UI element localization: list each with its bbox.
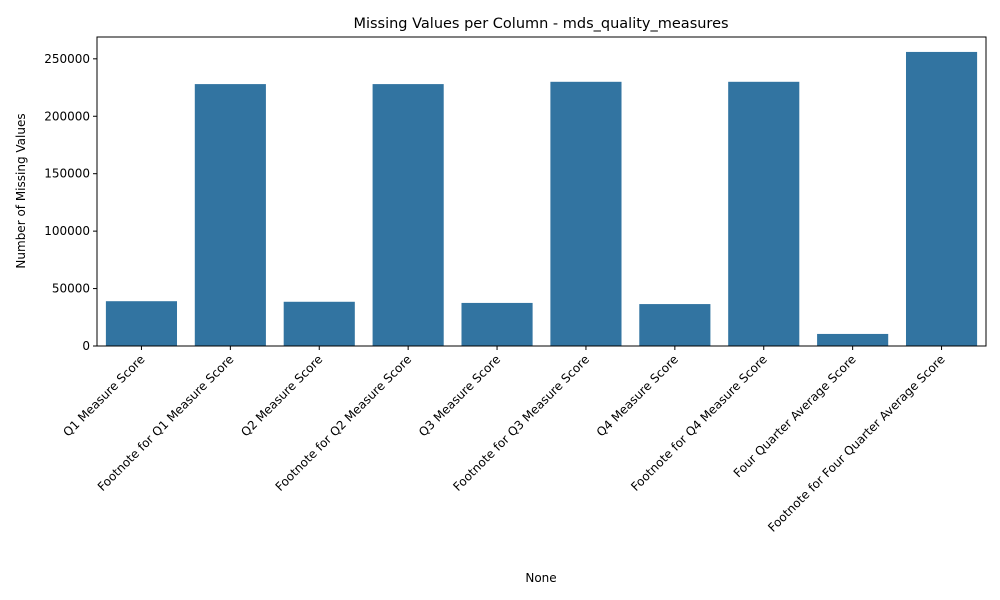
bar-10 <box>905 51 978 347</box>
y-tick-label-6: 250000 <box>44 52 90 66</box>
y-tick-label-4: 150000 <box>44 167 90 181</box>
x-axis-label: None <box>525 571 556 585</box>
y-tick-label-3: 100000 <box>44 224 90 238</box>
bar-9 <box>817 333 889 346</box>
x-tick-label-7: Q4 Measure Score <box>594 352 681 439</box>
y-axis: 0 50000 100000 150000 200000 250000 <box>44 52 97 353</box>
x-tick-label-3: Q2 Measure Score <box>238 352 325 439</box>
y-tick-label-1: 0 <box>82 339 90 353</box>
bar-8 <box>728 81 800 346</box>
bar-4 <box>372 84 444 347</box>
x-tick-label-1: Q1 Measure Score <box>60 352 147 439</box>
bar-7 <box>639 304 711 346</box>
bar-1 <box>105 301 178 346</box>
x-tick-label-10: Footnote for Four Quarter Average Score <box>765 352 947 534</box>
y-tick-label-2: 50000 <box>52 282 90 296</box>
bar-5 <box>461 302 533 346</box>
plot-frame <box>96 36 987 347</box>
bar-6 <box>550 81 622 346</box>
bar-2 <box>194 84 266 347</box>
x-tick-label-5: Q3 Measure Score <box>416 352 503 439</box>
y-axis-label: Number of Missing Values <box>14 113 28 268</box>
chart-title: Missing Values per Column - mds_quality_… <box>353 16 728 32</box>
bars-group <box>105 51 978 347</box>
bar-3 <box>283 301 355 346</box>
y-tick-label-5: 200000 <box>44 109 90 123</box>
